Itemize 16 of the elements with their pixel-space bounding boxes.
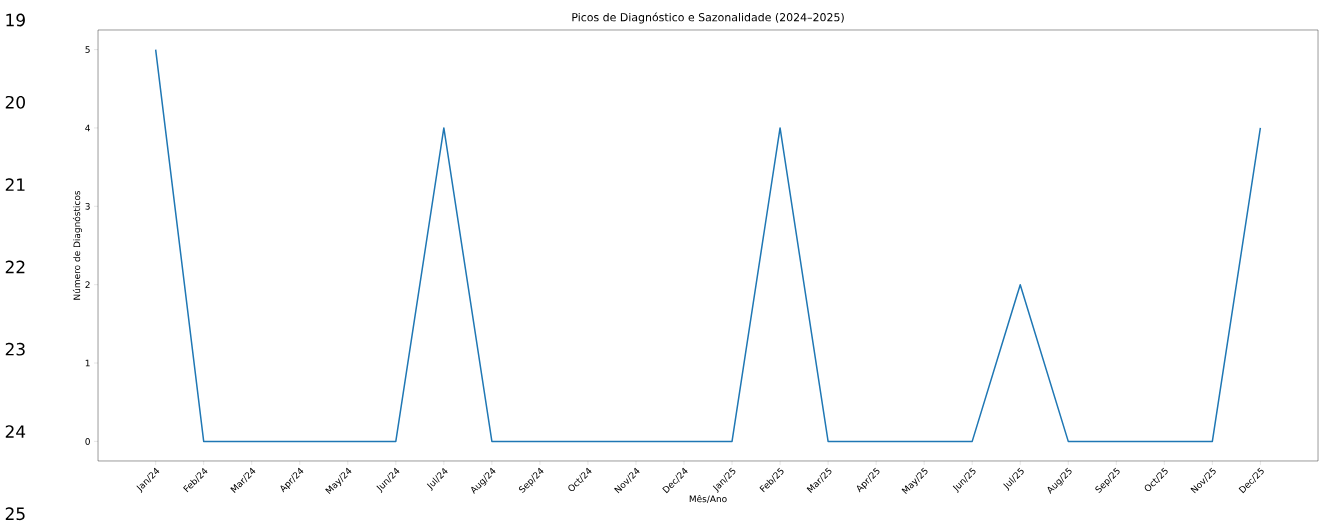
y-tick-label: 4 bbox=[85, 124, 90, 132]
y-tick-label: 2 bbox=[85, 281, 90, 288]
text: 23 bbox=[5, 342, 25, 356]
chart-title: Picos de Diagnóstico e Sazonalidade (2024–2025) bbox=[572, 12, 844, 24]
y-tick-label: 5 bbox=[85, 46, 90, 53]
x-axis-title: Mês/Ano bbox=[689, 494, 727, 503]
text: 19 bbox=[6, 13, 25, 27]
text: 25 bbox=[5, 507, 25, 521]
text: 21 bbox=[5, 178, 25, 191]
y-tick-label: 3 bbox=[85, 202, 90, 210]
text: 22 bbox=[5, 260, 25, 274]
text: 20 bbox=[5, 95, 25, 109]
y-tick-label: 1 bbox=[85, 359, 90, 367]
text: 24 bbox=[5, 425, 26, 438]
y-axis-title: Número de Diagnósticos bbox=[72, 190, 82, 300]
y-tick-label: 0 bbox=[85, 438, 90, 445]
